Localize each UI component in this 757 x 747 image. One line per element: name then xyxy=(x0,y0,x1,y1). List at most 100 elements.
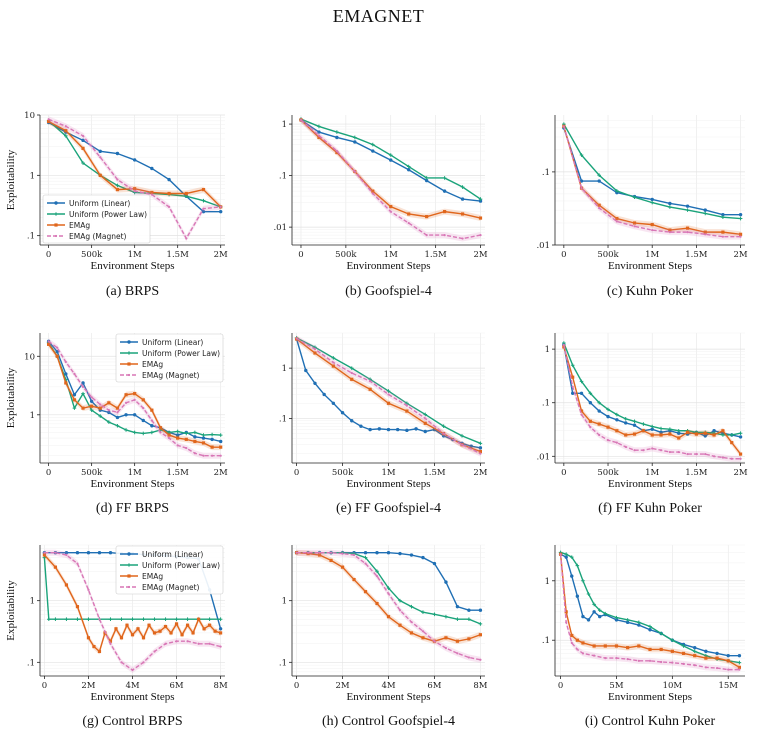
data-point xyxy=(193,452,196,455)
data-point xyxy=(163,617,168,622)
data-point xyxy=(424,417,427,420)
legend-marker xyxy=(127,340,131,344)
y-tick-label: .01 xyxy=(536,452,550,462)
data-point xyxy=(331,364,335,368)
data-point xyxy=(131,668,134,672)
data-point xyxy=(739,235,742,238)
chart-1-legend: Uniform (Linear) Uniform (Power Law) EMAg E… xyxy=(42,194,151,244)
data-point xyxy=(703,208,707,212)
data-point xyxy=(432,612,437,617)
legend-entry: Uniform (Linear) xyxy=(142,338,203,347)
y-tick-label: 1 xyxy=(545,345,550,355)
data-point xyxy=(712,455,716,458)
data-point xyxy=(386,401,391,405)
data-point xyxy=(676,428,681,433)
data-point xyxy=(306,551,310,554)
data-point xyxy=(98,149,102,154)
data-point xyxy=(410,620,413,624)
data-point xyxy=(562,125,565,128)
data-point xyxy=(738,431,743,435)
legend-marker xyxy=(54,223,58,227)
data-point xyxy=(642,449,645,452)
data-point xyxy=(98,406,102,410)
series-line xyxy=(43,557,221,620)
data-point xyxy=(119,617,124,622)
data-point xyxy=(721,230,725,234)
data-point xyxy=(150,190,154,195)
data-point xyxy=(737,665,742,669)
series-magnet xyxy=(562,123,742,240)
chart-3: 0 500k 1M 1.5M 2M .01 .1 Environment Steps xyxy=(536,115,748,272)
data-point xyxy=(75,617,80,622)
x-tick-label: 2M xyxy=(473,250,487,260)
legend-entry: EMAg xyxy=(69,221,90,230)
data-point xyxy=(158,426,163,430)
legend-marker xyxy=(54,234,58,238)
data-point xyxy=(55,354,59,358)
data-point xyxy=(564,552,568,557)
data-point xyxy=(387,592,390,595)
data-point xyxy=(64,129,68,133)
data-point xyxy=(721,456,725,459)
data-point xyxy=(704,656,708,660)
data-point xyxy=(739,457,742,460)
x-tick-label: 0 xyxy=(294,681,299,691)
y-tick-label: .01 xyxy=(536,241,550,251)
y-tick-label: 1 xyxy=(545,577,550,587)
data-point xyxy=(119,636,124,640)
x-tick-label: 0 xyxy=(561,468,566,478)
data-point xyxy=(650,197,654,202)
data-point xyxy=(405,428,409,433)
data-point xyxy=(598,206,601,210)
series-line xyxy=(296,337,481,455)
chart-1-ylabel: Exploitability xyxy=(5,149,17,210)
y-tick-label: .1 xyxy=(27,232,35,242)
data-point xyxy=(597,179,601,183)
chart-6: 0 500k 1M 1.5M 2M .01 .1 1 Environment Steps xyxy=(536,332,748,490)
data-point xyxy=(331,401,336,406)
y-tick-label: 1 xyxy=(30,411,35,421)
data-point xyxy=(368,427,372,432)
data-point xyxy=(349,366,354,370)
data-point xyxy=(43,551,46,554)
data-point xyxy=(738,232,743,236)
data-point xyxy=(738,216,743,221)
data-point xyxy=(375,551,379,555)
data-point xyxy=(703,211,708,216)
data-point xyxy=(414,427,418,431)
data-point xyxy=(479,234,482,237)
data-point xyxy=(201,187,206,192)
data-point xyxy=(72,398,77,402)
chart-6-caption: (f) FF Kuhn Poker xyxy=(598,501,702,516)
series-magnet xyxy=(295,549,482,663)
data-point xyxy=(75,605,80,609)
data-point xyxy=(124,413,128,417)
data-point xyxy=(107,401,111,405)
series-line xyxy=(563,344,741,460)
data-point xyxy=(163,624,168,629)
x-tick-label: 1.5M xyxy=(685,468,708,478)
legend-marker xyxy=(127,574,131,578)
data-point xyxy=(389,210,392,213)
data-point xyxy=(317,553,322,557)
data-point xyxy=(208,642,211,645)
chart-6-grid xyxy=(555,332,745,463)
data-point xyxy=(98,618,101,621)
data-point xyxy=(615,189,619,193)
chart-8-caption: (h) Control Goofspiel-4 xyxy=(322,714,455,729)
y-tick-label: .1 xyxy=(542,399,550,409)
data-point xyxy=(624,445,627,448)
data-point xyxy=(196,617,201,621)
data-point xyxy=(579,179,584,183)
data-point xyxy=(335,135,339,140)
data-point xyxy=(650,424,655,429)
data-point xyxy=(729,433,734,437)
data-point xyxy=(186,640,189,643)
data-point xyxy=(375,575,379,578)
data-point xyxy=(668,450,671,454)
data-point xyxy=(116,411,119,414)
data-point xyxy=(90,404,94,408)
data-point xyxy=(353,170,356,173)
data-point xyxy=(47,342,51,346)
data-point xyxy=(352,553,356,557)
